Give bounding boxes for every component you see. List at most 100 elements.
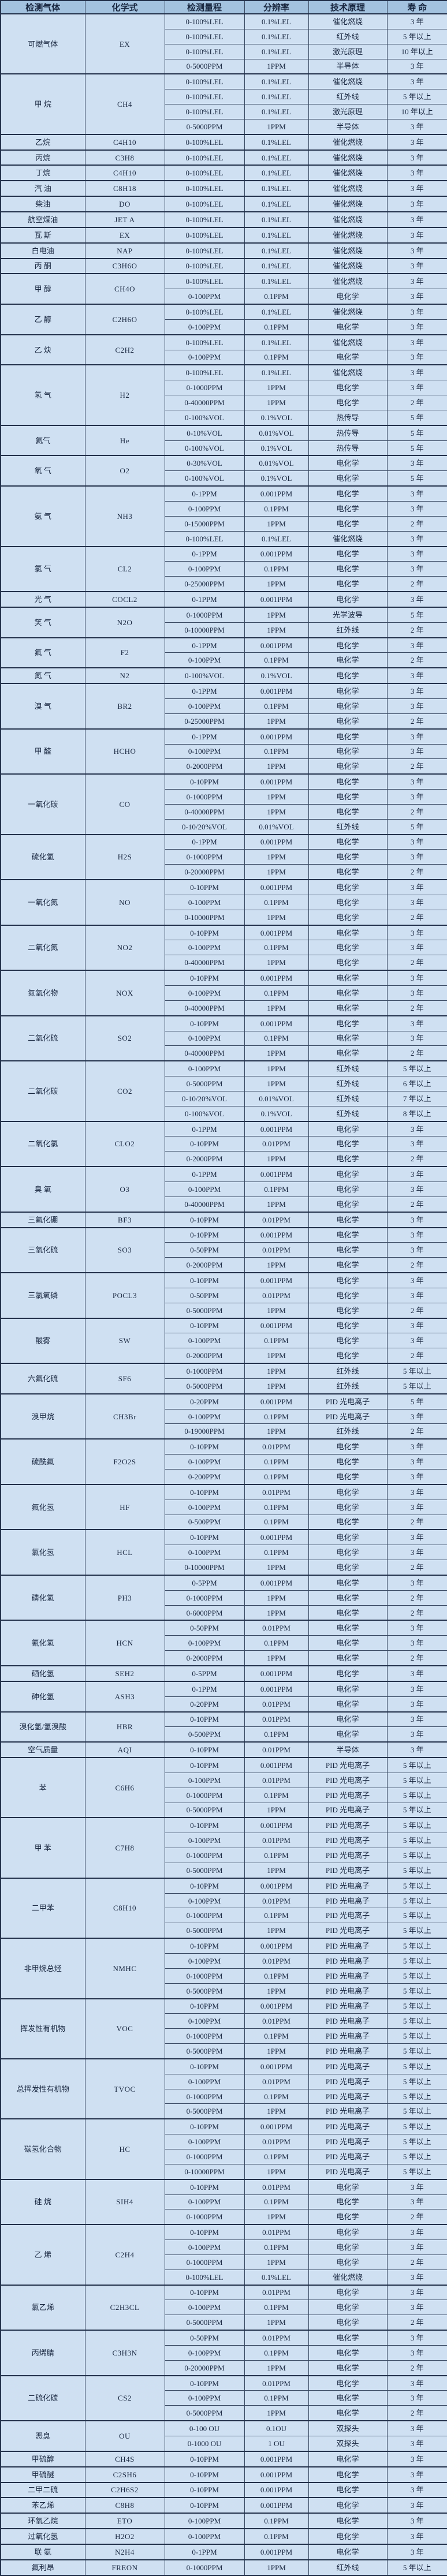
principle-cell: 电化学 <box>308 1257 388 1273</box>
lifespan-cell: 3 年 <box>386 591 447 608</box>
principle-cell: 电化学 <box>308 1136 388 1152</box>
principle-cell: 电化学 <box>308 515 388 532</box>
resolution-cell: 0.1%LEL <box>244 28 309 44</box>
table-row: 0-100%LEL 0.1%LEL 红外线 5 年以上 <box>1 28 447 44</box>
principle-cell: 电化学 <box>308 2405 388 2421</box>
gas-name-cell: 氯化氢 <box>0 1529 85 1576</box>
range-cell: 0-200PPM <box>164 1468 245 1485</box>
range-cell: 0-1000PPM <box>164 380 245 396</box>
resolution-cell: 0.1%LEL <box>244 73 309 90</box>
resolution-cell: 0.01PPM <box>244 2134 309 2149</box>
gas-name-cell: 联 氨 <box>0 2543 85 2560</box>
gas-name-cell: 三氟化硼 <box>0 1211 85 1228</box>
principle-cell: 电化学 <box>308 2254 388 2270</box>
gas-name-cell: 氯 气 <box>0 545 85 592</box>
principle-cell: 电化学 <box>308 894 388 910</box>
range-cell: 0-2000PPM <box>164 1348 245 1364</box>
table-row: 0-5000PPM 1PPM 半导体 3 年 <box>1 58 447 74</box>
table-row: 0-5000PPM 1PPM 红外线 6 年以上 <box>1 1076 447 1091</box>
principle-cell: 电化学 <box>308 1166 388 1182</box>
table-row: 甲 烷 CH4 0-100%LEL 0.1%LEL 催化燃烧 3 年 <box>0 73 447 135</box>
lifespan-cell: 3 年 <box>386 133 447 151</box>
gas-name-cell: 氮氧化物 <box>0 970 85 1016</box>
lifespan-cell: 5 年以上 <box>386 2058 447 2074</box>
principle-cell: 电化学 <box>308 1030 388 1046</box>
formula-cell: HBR <box>84 1711 165 1743</box>
formula-cell: O2 <box>84 455 165 487</box>
principle-cell: 电化学 <box>308 683 388 699</box>
gas-name-cell: 柴油 <box>0 196 85 212</box>
formula-cell: C2H2 <box>84 334 165 365</box>
lifespan-cell: 2 年 <box>386 2315 447 2331</box>
resolution-cell: 0.001PPM <box>244 1166 309 1182</box>
resolution-cell: 0.01PPM <box>244 1242 309 1258</box>
resolution-cell: 0.1PPM <box>244 2345 309 2361</box>
resolution-cell: 1PPM <box>244 803 309 820</box>
table-row: 0-100PPM 0.1PPM 电化学 3 年 <box>1 743 447 760</box>
range-cell: 0-10PPM <box>164 773 245 790</box>
principle-cell: 电化学 <box>308 1499 388 1515</box>
formula-cell: CS2 <box>84 2375 165 2421</box>
table-row: 硅 烷 SIH4 0-10PPM 0.01PPM 电化学 3 年 <box>0 2178 447 2225</box>
table-row: 0-2000PPM 1PPM 电化学 2 年 <box>1 1151 447 1167</box>
resolution-cell: 0.1PPM <box>244 349 309 365</box>
lifespan-cell: 3 年 <box>386 226 447 244</box>
resolution-cell: 0.1%LEL <box>244 226 309 244</box>
principle-cell: 电化学 <box>308 652 388 668</box>
table-row: 苯乙烯 C8H8 0-10PPM 0.001PPM 电化学 3 年 <box>0 2497 447 2514</box>
gas-name-cell: 氮 气 <box>0 667 85 684</box>
formula-cell: VOC <box>84 1998 165 2059</box>
resolution-cell: 1PPM <box>244 1802 309 1818</box>
resolution-cell: 1PPM <box>244 1423 309 1440</box>
table-row: 光 气 COCL2 0-1PPM 0.001PPM 电化学 3 年 <box>0 591 447 608</box>
table-row: 乙 醇 C2H6O 0-100%LEL 0.1%LEL 催化燃烧 3 年 <box>0 304 447 335</box>
resolution-cell: 0.1PPM <box>244 561 309 577</box>
principle-cell: 电化学 <box>308 1120 388 1137</box>
range-cell: 0-100PPM <box>164 561 245 577</box>
lifespan-cell: 5 年以上 <box>386 1060 447 1077</box>
gas-name-cell: 瓦 斯 <box>0 226 85 244</box>
formula-cell: C7H8 <box>84 1817 165 1879</box>
lifespan-cell: 3 年 <box>386 180 447 197</box>
principle-cell: 电化学 <box>308 485 388 502</box>
range-cell: 0-100%LEL <box>164 257 245 274</box>
lifespan-cell: 2 年 <box>386 803 447 820</box>
principle-cell: 催化燃烧 <box>308 211 388 228</box>
table-row: 0-1000PPM 1PPM 电化学 2 年 <box>1 2254 447 2270</box>
principle-cell: 电化学 <box>308 1438 388 1455</box>
table-row: 氦气 He 0-10%VOL 0.01%VOL 热传导 5 年 <box>0 424 447 456</box>
resolution-cell: 0.001PPM <box>244 1120 309 1137</box>
range-cell: 0-30%VOL <box>164 455 245 472</box>
lifespan-cell: 5 年以上 <box>386 1757 447 1773</box>
resolution-cell: 0.01%VOL <box>244 818 309 835</box>
table-row: 0-100%LEL 0.1%LEL 红外线 5 年以上 <box>1 89 447 105</box>
lifespan-cell: 5 年以上 <box>386 2148 447 2164</box>
lifespan-cell: 5 年 <box>386 818 447 835</box>
table-row: 0-100PPM 0.1PPM 电化学 3 年 <box>1 561 447 577</box>
table-row: 0-100PPM 0.1PPM 电化学 3 年 <box>1 1635 447 1651</box>
principle-cell: PID 光电离子 <box>308 1862 388 1879</box>
principle-cell: PID 光电离子 <box>308 2043 388 2059</box>
table-row: 0-100PPM 0.01PPM PID 光电离子 5 年以上 <box>1 1953 447 1969</box>
table-row: 空气质量 AQI 0-10PPM 0.01PPM 半导体 3 年 <box>0 1741 447 1758</box>
table-row: 一氧化碳 CO 0-10PPM 0.001PPM 电化学 3 年 <box>0 773 447 835</box>
range-cell: 0-40000PPM <box>164 1000 245 1016</box>
table-row: 二氧化氯 CLO2 0-1PPM 0.001PPM 电化学 3 年 <box>0 1120 447 1167</box>
range-cell: 0-20PPM <box>164 1393 245 1409</box>
table-row: 0-5000PPM 1PPM 电化学 2 年 <box>1 2315 447 2331</box>
gas-name-cell: 非甲烷总烃 <box>0 1938 85 1999</box>
gas-name-cell: 二氧化碳 <box>0 1060 85 1122</box>
table-row: 0-5000PPM 1PPM 电化学 2 年 <box>1 2405 447 2421</box>
table-row: 0-5000PPM 1PPM PID 光电离子 5 年以上 <box>1 1983 447 1999</box>
principle-cell: 催化燃烧 <box>308 2269 388 2286</box>
range-cell: 0-50PPM <box>164 1242 245 1258</box>
range-cell: 0-100PPM <box>164 2134 245 2149</box>
table-row: 乙 炔 C2H2 0-100%LEL 0.1%LEL 催化燃烧 3 年 <box>0 334 447 365</box>
lifespan-cell: 5 年以上 <box>386 2103 447 2119</box>
resolution-cell: 0.001PPM <box>244 1272 309 1288</box>
range-cell: 0-10000PPM <box>164 1560 245 1576</box>
gas-name-cell: 碳氢化合物 <box>0 2118 85 2180</box>
range-cell: 0-5000PPM <box>164 118 245 135</box>
principle-cell: PID 光电离子 <box>308 1877 388 1894</box>
range-cell: 0-1000 OU <box>164 2435 245 2452</box>
